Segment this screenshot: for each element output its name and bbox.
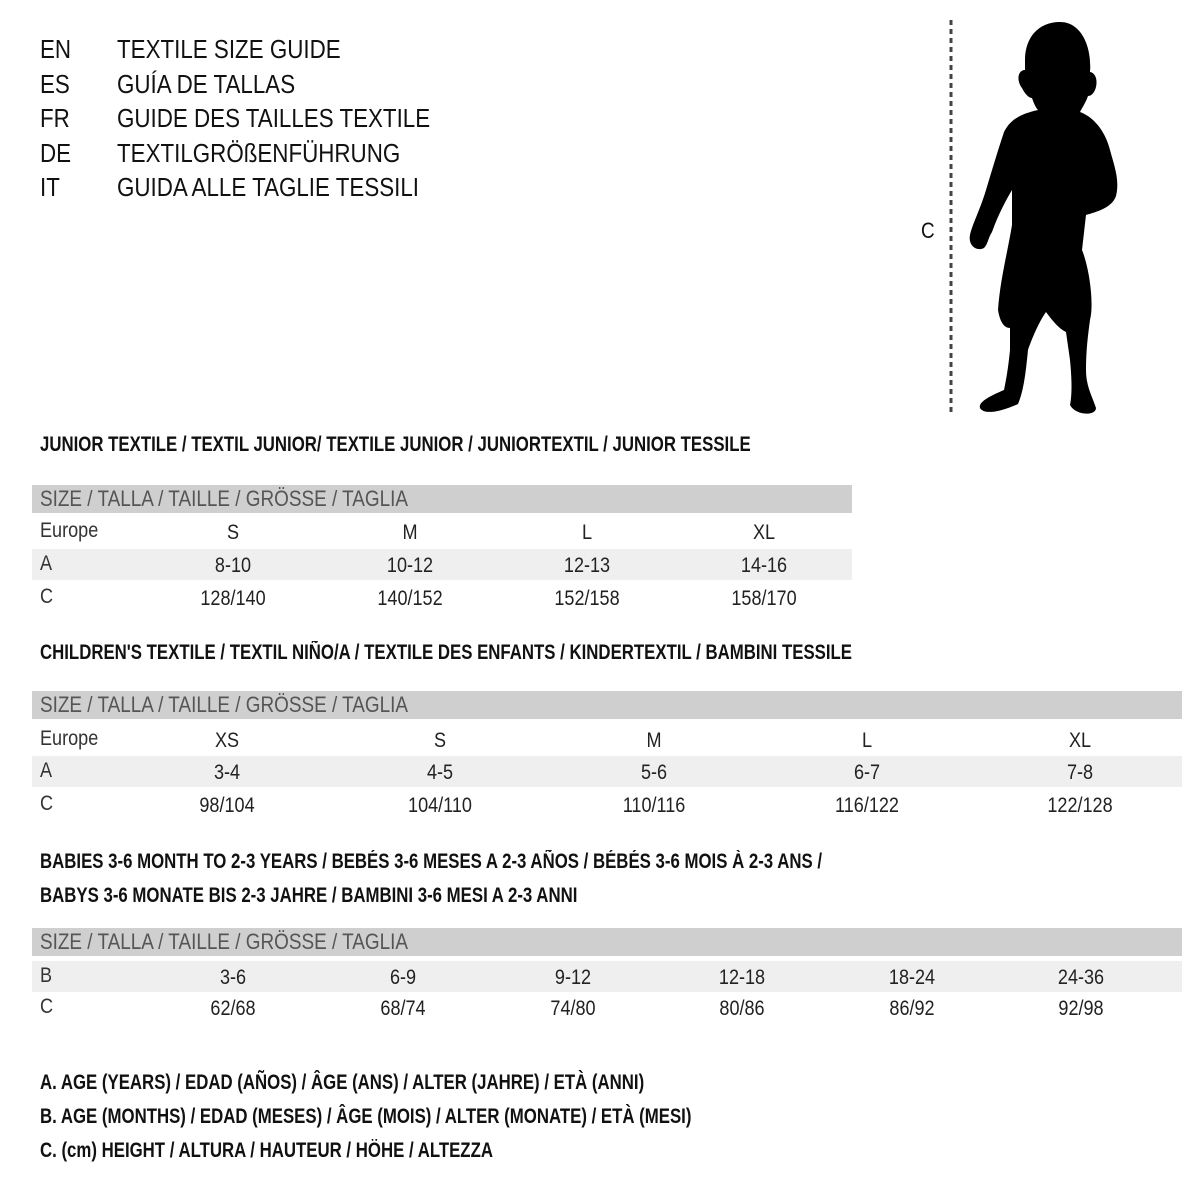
- table-header: SIZE / TALLA / TAILLE / GRÖSSE / TAGLIA: [40, 929, 409, 954]
- table-cell: 68/74: [380, 997, 426, 1020]
- table-row-band: [32, 549, 852, 580]
- guide-title: GUÍA DE TALLAS: [117, 68, 296, 99]
- table-cell: 4-5: [426, 761, 454, 784]
- table-title-line2: BABYS 3-6 MONATE BIS 2-3 JAHRE / BAMBINI…: [40, 884, 578, 907]
- table-cell: L: [861, 729, 873, 752]
- row-label: A: [40, 759, 53, 782]
- table-cell: M: [646, 729, 662, 752]
- language-code: EN: [40, 34, 72, 64]
- table-cell: 3-6: [219, 966, 247, 989]
- table-row-band: [32, 961, 1182, 992]
- table-cell: 12-18: [718, 966, 766, 989]
- guide-title: GUIDE DES TAILLES TEXTILE: [117, 103, 431, 133]
- table-cell: S: [226, 521, 240, 544]
- table-cell: 110/116: [622, 794, 686, 817]
- table-cell: 116/122: [835, 794, 899, 817]
- height-label: C: [921, 218, 935, 243]
- table-cell: 3-4: [213, 761, 241, 784]
- table-cell: 6-9: [389, 966, 417, 989]
- row-label: A: [40, 552, 53, 575]
- table-cell: 158/170: [731, 587, 797, 610]
- table-cell: 152/158: [554, 587, 620, 610]
- table-cell: 104/110: [408, 794, 472, 817]
- table-cell: 12-13: [563, 554, 611, 577]
- table-header-band: [32, 928, 1182, 956]
- table-header-band: [32, 485, 852, 513]
- guide-title: GUIDA ALLE TAGLIE TESSILI: [117, 172, 420, 202]
- legend-item: B. AGE (MONTHS) / EDAD (MESES) / ÂGE (MO…: [40, 1105, 692, 1128]
- language-code: DE: [40, 137, 72, 168]
- table-cell: 98/104: [199, 794, 255, 817]
- table-header: SIZE / TALLA / TAILLE / GRÖSSE / TAGLIA: [40, 692, 409, 717]
- table-header: SIZE / TALLA / TAILLE / GRÖSSE / TAGLIA: [40, 486, 409, 511]
- row-label: Europe: [40, 727, 99, 750]
- table-cell: 74/80: [550, 997, 596, 1020]
- table-title: BABIES 3-6 MONTH TO 2-3 YEARS / BEBÉS 3-…: [40, 850, 823, 873]
- table-cell: 92/98: [1058, 997, 1104, 1020]
- table-cell: 18-24: [888, 966, 936, 989]
- table-cell: 62/68: [210, 997, 256, 1020]
- language-code: IT: [40, 172, 60, 202]
- table-cell: 10-12: [386, 554, 434, 577]
- table-cell: 6-7: [853, 761, 881, 784]
- legend-item: C. (cm) HEIGHT / ALTURA / HAUTEUR / HÖHE…: [40, 1139, 493, 1162]
- table-title: JUNIOR TEXTILE / TEXTIL JUNIOR/ TEXTILE …: [40, 433, 751, 456]
- row-label: C: [40, 585, 54, 608]
- table-cell: 8-10: [214, 554, 252, 577]
- child-silhouette-icon: [949, 20, 1118, 415]
- table-row-band: [32, 756, 1182, 787]
- table-cell: 14-16: [740, 554, 788, 577]
- guide-title: TEXTILE SIZE GUIDE: [117, 34, 341, 64]
- language-code: ES: [40, 68, 70, 99]
- legend-item: A. AGE (YEARS) / EDAD (AÑOS) / ÂGE (ANS)…: [40, 1071, 645, 1094]
- table-cell: S: [433, 729, 447, 752]
- table-cell: 9-12: [554, 966, 592, 989]
- table-cell: XL: [752, 521, 776, 544]
- table-cell: 140/152: [377, 587, 443, 610]
- row-label: Europe: [40, 519, 99, 542]
- table-cell: 128/140: [200, 587, 266, 610]
- table-cell: XS: [214, 729, 240, 752]
- row-label: C: [40, 792, 54, 815]
- table-cell: 122/128: [1047, 794, 1113, 817]
- table-header-band: [32, 691, 1182, 719]
- table-cell: 7-8: [1066, 761, 1094, 784]
- table-cell: 5-6: [640, 761, 668, 784]
- table-cell: L: [581, 521, 593, 544]
- table-cell: 24-36: [1057, 966, 1105, 989]
- language-code: FR: [40, 103, 70, 133]
- table-title: CHILDREN'S TEXTILE / TEXTIL NIÑO/A / TEX…: [40, 641, 853, 664]
- table-cell: M: [402, 521, 418, 544]
- table-cell: XL: [1068, 729, 1092, 752]
- table-cell: 80/86: [719, 997, 765, 1020]
- row-label: C: [40, 995, 54, 1018]
- row-label: B: [40, 964, 53, 987]
- table-cell: 86/92: [889, 997, 935, 1020]
- guide-title: TEXTILGRÖßENFÜHRUNG: [117, 137, 401, 168]
